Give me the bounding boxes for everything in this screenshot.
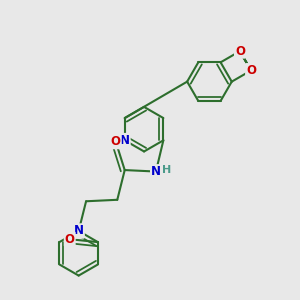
Text: N: N — [74, 224, 84, 238]
Text: N: N — [151, 165, 161, 178]
Text: O: O — [65, 233, 75, 246]
Text: N: N — [74, 224, 84, 238]
Text: N: N — [120, 134, 130, 147]
Text: H: H — [162, 165, 171, 175]
Text: O: O — [246, 64, 256, 77]
Text: O: O — [235, 45, 245, 58]
Text: O: O — [111, 135, 121, 148]
